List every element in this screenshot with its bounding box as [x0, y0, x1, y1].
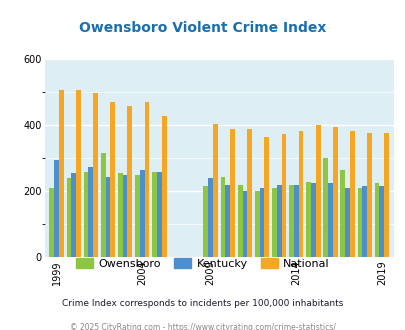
Bar: [315, 125, 320, 257]
Bar: [203, 186, 208, 257]
Bar: [93, 93, 98, 257]
Bar: [83, 172, 88, 257]
Bar: [254, 191, 259, 257]
Bar: [117, 173, 122, 257]
Bar: [100, 153, 105, 257]
Bar: [344, 188, 349, 257]
Bar: [88, 167, 93, 257]
Bar: [374, 183, 379, 257]
Bar: [237, 185, 242, 257]
Bar: [71, 173, 76, 257]
Bar: [242, 191, 247, 257]
Bar: [66, 178, 71, 257]
Bar: [225, 185, 230, 257]
Bar: [220, 177, 225, 257]
Bar: [135, 175, 139, 257]
Bar: [152, 172, 157, 257]
Bar: [357, 188, 361, 257]
Bar: [276, 185, 281, 257]
Text: Owensboro Violent Crime Index: Owensboro Violent Crime Index: [79, 21, 326, 35]
Bar: [213, 124, 217, 257]
Bar: [161, 115, 166, 257]
Bar: [247, 129, 252, 257]
Bar: [332, 127, 337, 257]
Bar: [127, 106, 132, 257]
Bar: [76, 90, 81, 257]
Bar: [271, 188, 276, 257]
Bar: [298, 131, 303, 257]
Bar: [54, 160, 59, 257]
Bar: [259, 188, 264, 257]
Bar: [208, 178, 213, 257]
Bar: [305, 182, 310, 257]
Bar: [383, 133, 388, 257]
Text: © 2025 CityRating.com - https://www.cityrating.com/crime-statistics/: © 2025 CityRating.com - https://www.city…: [70, 323, 335, 330]
Legend: Owensboro, Kentucky, National: Owensboro, Kentucky, National: [72, 254, 333, 273]
Bar: [49, 188, 54, 257]
Bar: [339, 170, 344, 257]
Bar: [139, 170, 144, 257]
Bar: [144, 102, 149, 257]
Bar: [59, 90, 64, 257]
Bar: [322, 158, 327, 257]
Bar: [157, 172, 161, 257]
Bar: [230, 129, 234, 257]
Bar: [110, 102, 115, 257]
Bar: [366, 133, 371, 257]
Bar: [310, 183, 315, 257]
Bar: [293, 185, 298, 257]
Bar: [349, 131, 354, 257]
Text: Crime Index corresponds to incidents per 100,000 inhabitants: Crime Index corresponds to incidents per…: [62, 299, 343, 308]
Bar: [105, 177, 110, 257]
Bar: [122, 175, 127, 257]
Bar: [288, 185, 293, 257]
Bar: [361, 186, 366, 257]
Bar: [264, 137, 269, 257]
Bar: [379, 186, 383, 257]
Bar: [327, 183, 332, 257]
Bar: [281, 134, 286, 257]
